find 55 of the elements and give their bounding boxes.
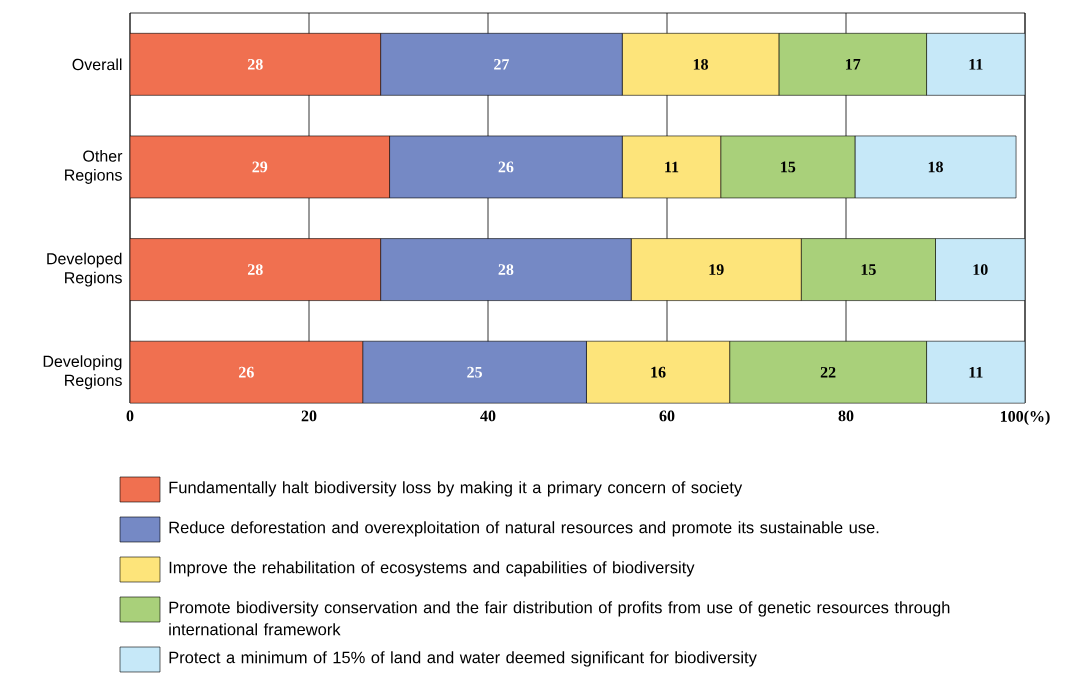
- data-label: 28: [498, 264, 514, 275]
- data-label: 25: [467, 366, 482, 378]
- bar: [926, 33, 1026, 96]
- bar: [130, 33, 381, 96]
- data-label: 29: [252, 161, 268, 173]
- y-tick-label: Overall: [72, 58, 122, 71]
- x-tick-label: 20: [301, 410, 317, 422]
- x-tick-label: 0: [126, 410, 134, 422]
- y-tick-label: Other Regions: [65, 150, 123, 184]
- bar: [729, 340, 927, 403]
- bar: [800, 238, 936, 301]
- data-label: 17: [846, 59, 861, 70]
- bar: [130, 135, 390, 199]
- data-label: 11: [969, 366, 983, 378]
- bar: [621, 135, 722, 199]
- data-label: 15: [861, 264, 876, 275]
- x-tick-label: 100(%): [1000, 410, 1050, 426]
- y-tick-label: Developed Regions: [47, 252, 122, 287]
- bar: [389, 135, 623, 199]
- bar: [926, 340, 1026, 403]
- y-tick-label: Developing Regions: [43, 355, 122, 390]
- bar: [720, 135, 856, 199]
- legend-label: Protect a minimum of 15% of land and water deemed significant for biodiversity: [169, 651, 757, 667]
- bar: [130, 238, 381, 301]
- legend-label: Fundamentally halt biodiversity loss by making it a primary concern of society: [169, 481, 743, 497]
- bar: [630, 238, 802, 301]
- data-label: 10: [973, 264, 988, 275]
- legend-label: Promote biodiversity conservation and the fair distribution of profits from use of genetic resources through international framework: [169, 601, 950, 636]
- data-label: 28: [247, 58, 263, 70]
- bar: [621, 33, 780, 96]
- legend-label: Improve the rehabilitation of ecosystems and capabilities of biodiversity: [169, 561, 695, 577]
- data-label: 22: [820, 366, 836, 378]
- x-tick-label: 80: [838, 410, 854, 422]
- data-label: 26: [239, 366, 254, 378]
- bar: [778, 33, 927, 96]
- bar: [130, 340, 363, 403]
- data-label: 19: [709, 264, 724, 275]
- data-label: 16: [651, 366, 666, 378]
- bar: [380, 238, 632, 301]
- data-label: 18: [693, 58, 709, 70]
- data-label: 18: [928, 161, 943, 173]
- x-tick-label: 40: [480, 410, 496, 422]
- data-label: 15: [781, 161, 796, 173]
- bar: [586, 340, 730, 403]
- bar: [380, 33, 623, 96]
- x-tick-label: 60: [659, 410, 675, 422]
- data-label: 26: [498, 161, 514, 173]
- bar: [935, 238, 1026, 301]
- data-label: 27: [494, 59, 510, 70]
- legend-label: Reduce deforestation and overexploitation of natural resources and promote its sustainable use.: [169, 521, 879, 537]
- data-label: 11: [665, 161, 679, 173]
- data-label: 28: [247, 264, 263, 275]
- bar: [362, 340, 587, 403]
- data-label: 11: [969, 59, 983, 70]
- bar: [854, 135, 1017, 199]
